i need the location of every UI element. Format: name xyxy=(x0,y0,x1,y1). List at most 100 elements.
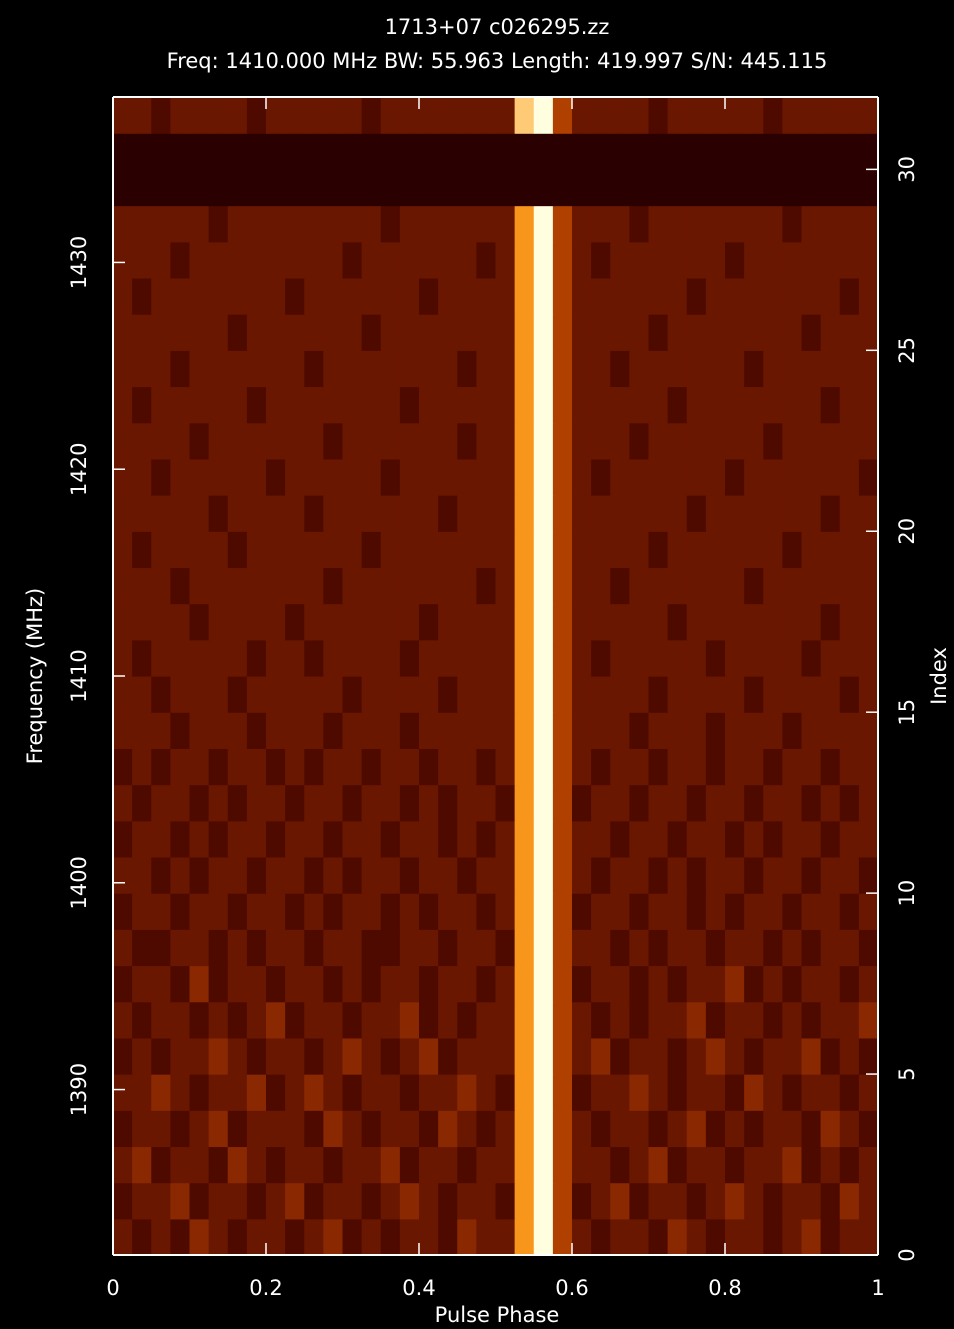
y-tick-label: 1410 xyxy=(67,649,91,702)
heatmap-cell xyxy=(514,856,535,894)
heatmap-cell xyxy=(667,676,688,713)
heatmap-cell xyxy=(725,603,745,641)
heatmap-cell xyxy=(151,277,171,315)
heatmap-cell xyxy=(151,458,171,496)
heatmap-cell xyxy=(801,1110,822,1148)
heatmap-cell xyxy=(533,567,554,605)
heatmap-cell xyxy=(801,97,822,134)
heatmap-cell xyxy=(323,386,344,424)
heatmap-cell xyxy=(457,639,477,677)
heatmap-cell xyxy=(686,1146,707,1184)
heatmap-cell xyxy=(648,567,669,605)
heatmap-cell xyxy=(725,1001,745,1039)
heatmap-cell xyxy=(744,97,764,134)
heatmap-cell xyxy=(208,1146,229,1184)
heatmap-cell xyxy=(629,495,650,532)
heatmap-cell xyxy=(744,1074,764,1111)
heatmap-cell xyxy=(820,531,841,569)
heatmap-cell xyxy=(170,603,191,641)
heatmap-cell xyxy=(189,350,210,388)
heatmap-cell xyxy=(246,748,267,786)
heatmap-cell xyxy=(361,712,382,749)
heatmap-cell xyxy=(629,97,650,134)
heatmap-cell xyxy=(361,1074,382,1111)
heatmap-cell xyxy=(591,277,611,315)
heatmap-cell xyxy=(323,856,344,894)
heatmap-cell xyxy=(361,1110,382,1148)
heatmap-cell xyxy=(782,965,803,1003)
heatmap-cell xyxy=(151,169,171,207)
heatmap-cell xyxy=(514,97,535,134)
heatmap-cell xyxy=(858,531,879,569)
heatmap-cell xyxy=(572,567,592,605)
heatmap-cell xyxy=(629,422,650,460)
heatmap-cell xyxy=(342,676,363,713)
heatmap-cell xyxy=(113,1182,133,1220)
heatmap-cell xyxy=(113,205,133,243)
heatmap-cell xyxy=(419,314,439,351)
heatmap-cell xyxy=(457,1074,477,1111)
heatmap-cell xyxy=(763,531,783,569)
heatmap-cell xyxy=(151,241,171,279)
y-tick-label: 1430 xyxy=(67,236,91,289)
heatmap-cell xyxy=(342,277,363,315)
heatmap-cell xyxy=(113,97,133,134)
heatmap-cell xyxy=(380,314,401,351)
heatmap-cell xyxy=(705,495,726,532)
heatmap-cell xyxy=(839,169,860,207)
heatmap-cell xyxy=(839,1001,860,1039)
heatmap-cell xyxy=(820,965,841,1003)
heatmap-cell xyxy=(419,531,439,569)
heatmap-cell xyxy=(705,893,726,930)
heatmap-cell xyxy=(820,495,841,532)
heatmap-cell xyxy=(476,1110,497,1148)
heatmap-cell xyxy=(476,277,497,315)
heatmap-cell xyxy=(399,639,420,677)
heatmap-cell xyxy=(572,277,592,315)
heatmap-cell xyxy=(151,314,171,351)
heatmap-cell xyxy=(342,386,363,424)
heatmap-cell xyxy=(132,820,152,858)
heatmap-cell xyxy=(438,639,458,677)
heatmap-cell xyxy=(419,386,439,424)
heatmap-cell xyxy=(763,169,783,207)
heatmap-cell xyxy=(380,748,401,786)
heatmap-cell xyxy=(380,820,401,858)
heatmap-cell xyxy=(782,1074,803,1111)
heatmap-cell xyxy=(648,277,669,315)
heatmap-cell xyxy=(189,1037,210,1075)
heatmap-cell xyxy=(132,639,152,677)
heatmap-cell xyxy=(648,1110,669,1148)
heatmap-cell xyxy=(438,422,458,460)
heatmap-cell xyxy=(170,314,191,351)
heatmap-cell xyxy=(686,495,707,532)
heatmap-cell xyxy=(820,676,841,713)
heatmap-cell xyxy=(323,1146,344,1184)
heatmap-cell xyxy=(476,893,497,930)
heatmap-cell xyxy=(495,820,516,858)
heatmap-cell xyxy=(667,1037,688,1075)
heatmap-cell xyxy=(820,639,841,677)
heatmap-cell xyxy=(648,314,669,351)
heatmap-cell xyxy=(361,567,382,605)
y-axis-label: Frequency (MHz) xyxy=(23,588,47,764)
heatmap-cell xyxy=(686,639,707,677)
heatmap-cell xyxy=(629,350,650,388)
heatmap-cell xyxy=(667,965,688,1003)
heatmap-cell xyxy=(839,133,860,170)
heatmap-cell xyxy=(533,712,554,749)
heatmap-cell xyxy=(113,603,133,641)
heatmap-cell xyxy=(132,314,152,351)
heatmap-cell xyxy=(552,748,573,786)
heatmap-cell xyxy=(151,712,171,749)
heatmap xyxy=(113,97,879,1256)
heatmap-cell xyxy=(648,929,669,967)
heatmap-cell xyxy=(725,386,745,424)
heatmap-cell xyxy=(151,1146,171,1184)
heatmap-cell xyxy=(725,241,745,279)
heatmap-cell xyxy=(572,1074,592,1111)
heatmap-cell xyxy=(495,314,516,351)
heatmap-cell xyxy=(591,458,611,496)
heatmap-cell xyxy=(246,603,267,641)
heatmap-cell xyxy=(495,639,516,677)
